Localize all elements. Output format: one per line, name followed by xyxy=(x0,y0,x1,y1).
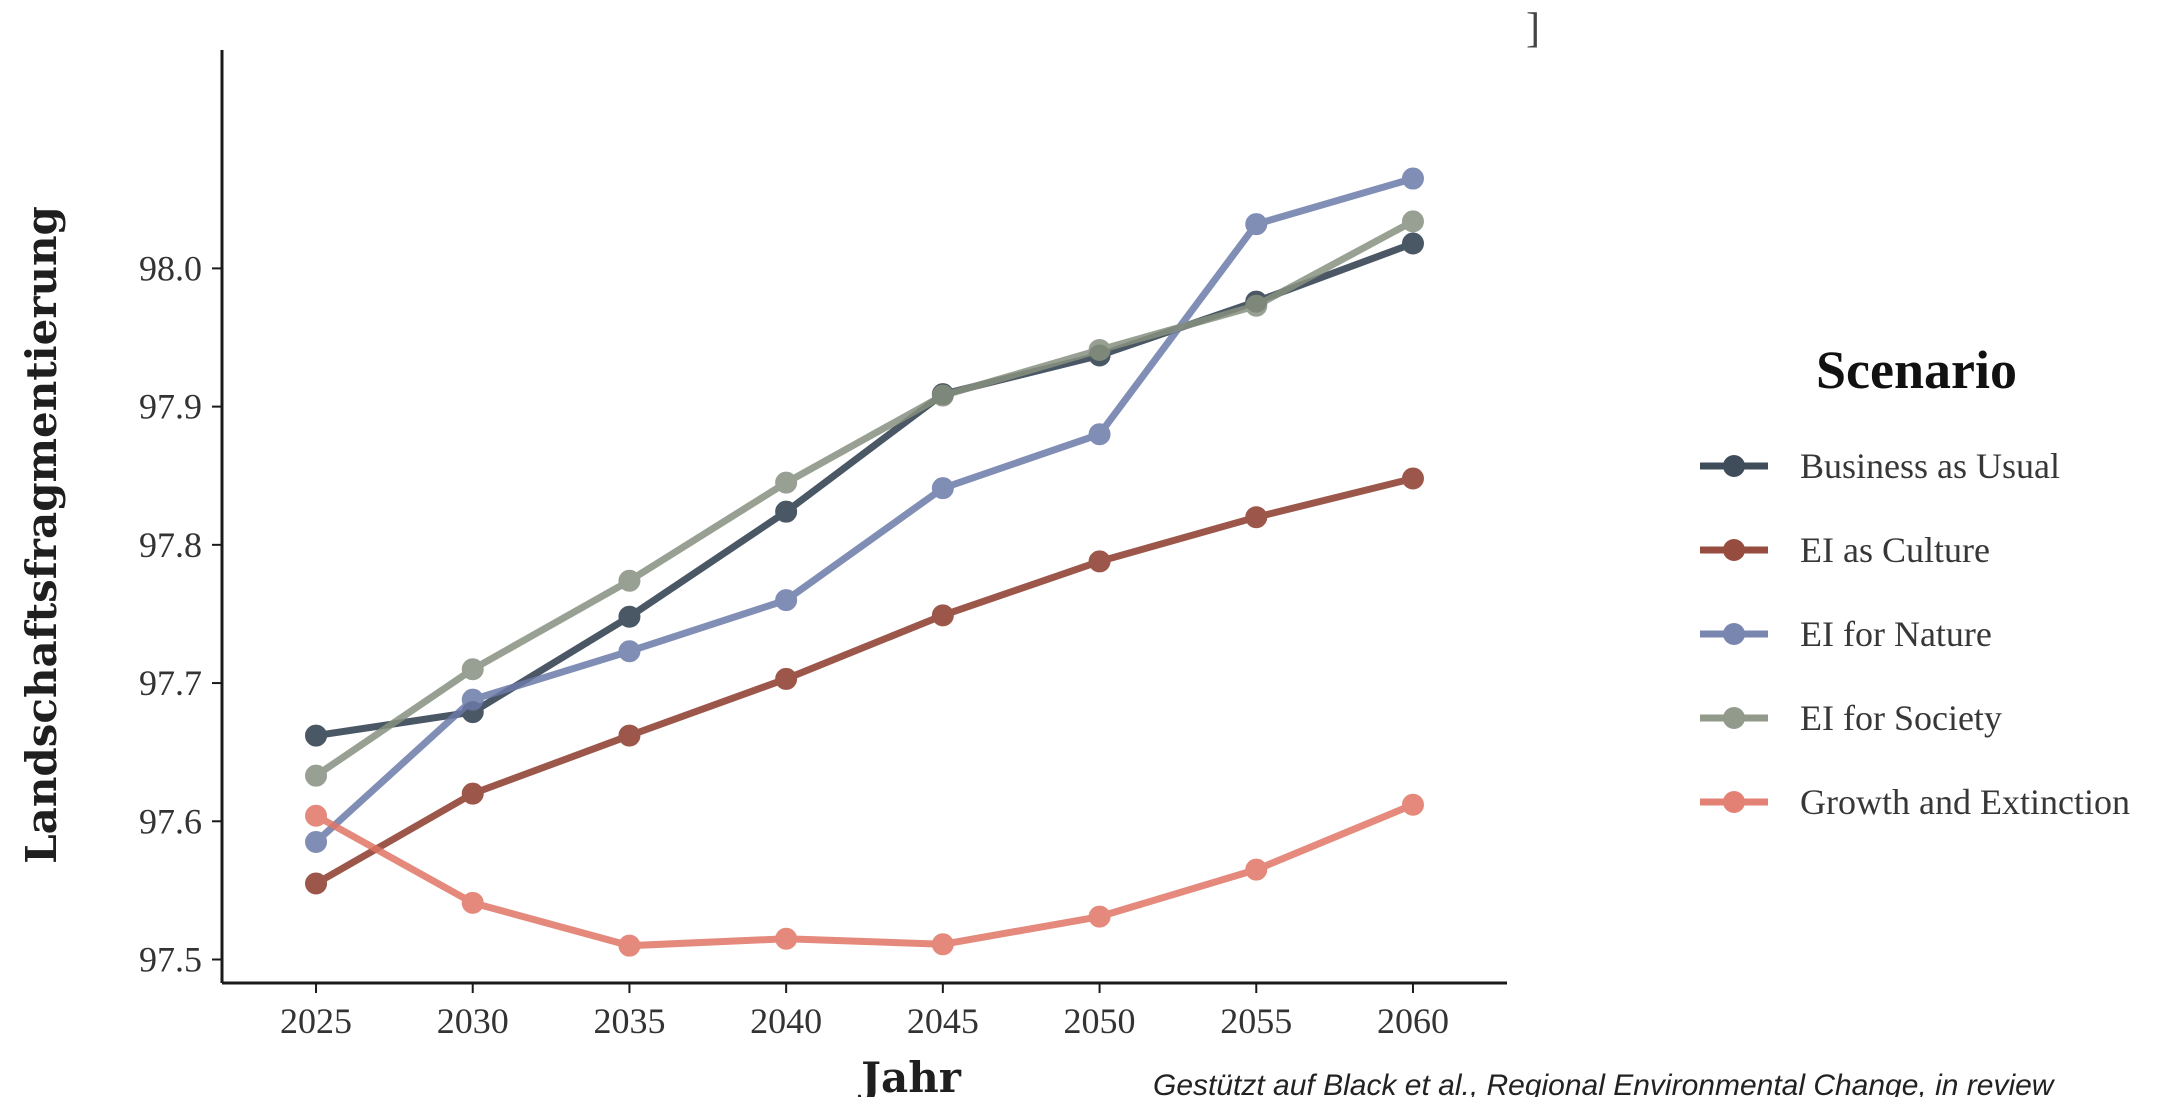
y-tick-label: 98.0 xyxy=(139,248,202,288)
series-line-ei-as-culture xyxy=(312,474,1417,887)
source-note: Gestützt auf Black et al., Regional Envi… xyxy=(1153,1069,2056,1097)
series-line-growth-and-extinction xyxy=(312,801,1417,950)
legend-item-ei-as-culture: EI as Culture xyxy=(1700,530,1990,570)
data-point-growth-and-extinction xyxy=(931,933,954,956)
y-tick-label: 97.9 xyxy=(139,387,202,427)
data-point-ei-for-nature xyxy=(618,640,641,663)
x-tick-label: 2025 xyxy=(280,1001,352,1041)
legend-swatch-point xyxy=(1723,623,1745,645)
data-point-business-as-usual xyxy=(775,500,798,523)
legend-label: Business as Usual xyxy=(1800,446,2060,486)
legend-item-ei-for-society: EI for Society xyxy=(1700,698,2002,738)
data-point-ei-as-culture xyxy=(931,604,954,627)
data-point-ei-for-nature xyxy=(461,688,484,711)
data-point-ei-as-culture xyxy=(461,782,484,805)
data-point-ei-for-society xyxy=(1401,210,1424,233)
y-tick-label: 97.8 xyxy=(139,525,202,565)
legend: Scenario Business as Usual EI as Culture E… xyxy=(1700,340,2130,822)
legend-item-growth-and-extinction: Growth and Extinction xyxy=(1700,782,2130,822)
series-ei-as-culture xyxy=(305,467,1424,895)
x-tick-label: 2040 xyxy=(750,1001,822,1041)
data-point-business-as-usual xyxy=(1401,232,1424,255)
legend-swatch-point xyxy=(1723,707,1745,729)
x-tick-label: 2060 xyxy=(1377,1001,1449,1041)
y-tick-label: 97.7 xyxy=(139,663,202,703)
y-axis-title: Landschaftsfragmentierung xyxy=(17,206,66,864)
data-point-ei-for-nature xyxy=(931,477,954,500)
data-point-ei-for-nature xyxy=(1245,213,1268,236)
data-point-growth-and-extinction xyxy=(461,891,484,914)
y-axis-ticks: 97.5 97.6 97.7 97.8 97.9 98.0 xyxy=(139,248,222,980)
x-tick-label: 2035 xyxy=(593,1001,665,1041)
data-point-growth-and-extinction xyxy=(775,927,798,950)
data-point-ei-as-culture xyxy=(618,724,641,747)
data-point-ei-for-society xyxy=(461,658,484,681)
data-point-growth-and-extinction xyxy=(1245,858,1268,881)
data-point-business-as-usual xyxy=(305,724,328,747)
data-point-ei-for-nature xyxy=(1401,167,1424,190)
series-growth-and-extinction xyxy=(305,793,1424,957)
data-point-ei-as-culture xyxy=(1088,550,1111,573)
series-layer xyxy=(305,167,1424,957)
legend-swatch-point xyxy=(1723,791,1745,813)
series-line-ei-for-society xyxy=(312,217,1417,780)
y-tick-label: 97.6 xyxy=(139,801,202,841)
data-point-ei-as-culture xyxy=(1245,506,1268,529)
x-tick-label: 2045 xyxy=(907,1001,979,1041)
data-point-ei-for-nature xyxy=(305,831,328,854)
legend-label: Growth and Extinction xyxy=(1800,782,2130,822)
data-point-ei-for-society xyxy=(1088,338,1111,361)
data-point-ei-for-society xyxy=(305,764,328,787)
legend-item-business-as-usual: Business as Usual xyxy=(1700,446,2060,486)
data-point-ei-for-nature xyxy=(775,589,798,612)
data-point-ei-for-society xyxy=(1245,294,1268,317)
legend-label: EI for Society xyxy=(1800,698,2002,738)
plot-area xyxy=(220,50,1507,985)
legend-swatch-point xyxy=(1723,455,1745,477)
stray-bracket-mark: ] xyxy=(1526,6,1540,52)
legend-title: Scenario xyxy=(1816,340,2017,400)
x-axis-title: Jahr xyxy=(857,1053,962,1097)
data-point-ei-for-society xyxy=(931,384,954,407)
data-point-ei-as-culture xyxy=(305,872,328,895)
x-axis-ticks: 2025 2030 2035 2040 2045 2050 2055 2060 xyxy=(280,983,1449,1041)
data-point-ei-as-culture xyxy=(1401,467,1424,490)
x-tick-label: 2030 xyxy=(437,1001,509,1041)
data-point-ei-as-culture xyxy=(775,667,798,690)
x-tick-label: 2055 xyxy=(1220,1001,1292,1041)
series-ei-for-nature xyxy=(305,167,1424,854)
series-ei-for-society xyxy=(305,210,1424,787)
data-point-growth-and-extinction xyxy=(305,804,328,827)
data-point-business-as-usual xyxy=(618,605,641,628)
data-point-growth-and-extinction xyxy=(1401,793,1424,816)
data-point-ei-for-nature xyxy=(1088,423,1111,446)
legend-swatch-point xyxy=(1723,539,1745,561)
data-point-ei-for-society xyxy=(618,569,641,592)
legend-label: EI as Culture xyxy=(1800,530,1990,570)
legend-label: EI for Nature xyxy=(1800,614,1992,654)
legend-item-ei-for-nature: EI for Nature xyxy=(1700,614,1992,654)
y-tick-label: 97.5 xyxy=(139,940,202,980)
data-point-growth-and-extinction xyxy=(1088,905,1111,928)
data-point-growth-and-extinction xyxy=(618,934,641,957)
series-line-ei-for-nature xyxy=(312,175,1417,846)
x-tick-label: 2050 xyxy=(1064,1001,1136,1041)
data-point-ei-for-society xyxy=(775,471,798,494)
